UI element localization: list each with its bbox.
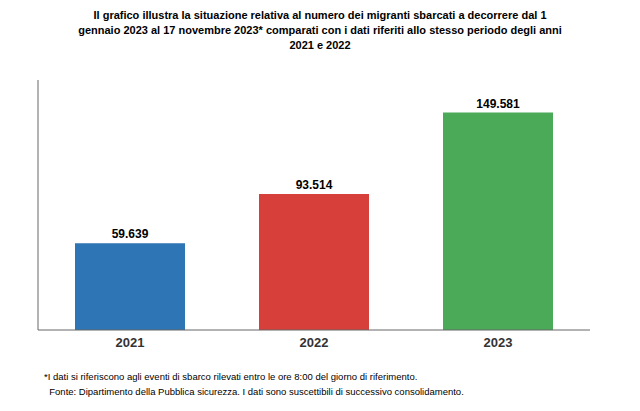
svg-text:2021: 2021 — [116, 335, 145, 350]
html-text:Il grafico illustra la situazi: Il grafico illustra la situazione relati… — [93, 9, 547, 21]
html-text:2021 e 2022: 2021 e 2022 — [289, 39, 351, 51]
svg-text:59.639: 59.639 — [112, 227, 149, 241]
html-text:Fonte: Dipartimento della Pubb: Fonte: Dipartimento della Pubblica sicur… — [44, 386, 464, 397]
svg-text:93.514: 93.514 — [296, 178, 333, 192]
svg-text:2023: 2023 — [484, 335, 513, 350]
svg-text:149.581: 149.581 — [476, 97, 520, 111]
svg-text:2022: 2022 — [300, 335, 329, 350]
html-text:*I dati si riferiscono agli ev: *I dati si riferiscono agli eventi di sb… — [44, 371, 418, 382]
html-text:gennaio 2023 al 17 novembre 20: gennaio 2023 al 17 novembre 2023* compar… — [78, 24, 562, 36]
